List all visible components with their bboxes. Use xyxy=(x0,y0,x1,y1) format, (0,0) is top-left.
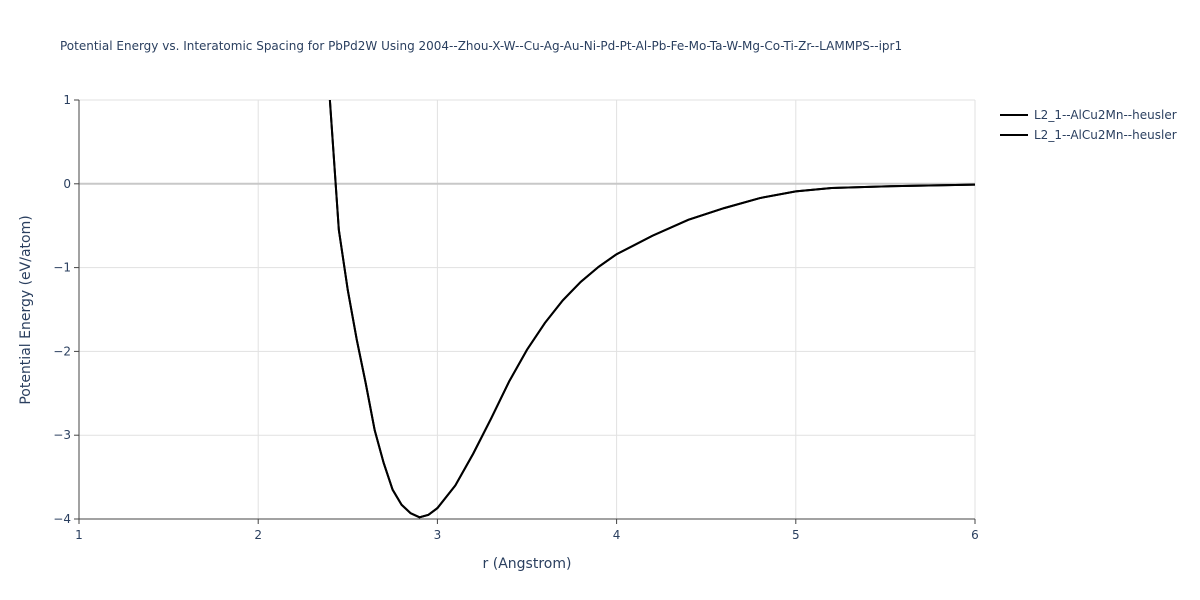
y-tick-label: −3 xyxy=(53,428,71,442)
y-tick-label: −1 xyxy=(53,261,71,275)
x-tick-label: 4 xyxy=(613,528,621,542)
x-tick-label: 6 xyxy=(971,528,979,542)
x-tick-label: 5 xyxy=(792,528,800,542)
chart-title: Potential Energy vs. Interatomic Spacing… xyxy=(60,39,902,53)
y-tick-label: 0 xyxy=(63,177,71,191)
plot-area xyxy=(328,100,975,519)
x-tick-label: 1 xyxy=(75,528,83,542)
y-tick-label: −2 xyxy=(53,344,71,358)
x-tick-label: 2 xyxy=(254,528,262,542)
x-axis-title: r (Angstrom) xyxy=(483,556,572,572)
y-tick-label: −4 xyxy=(53,512,71,526)
legend-label: L2_1--AlCu2Mn--heusler xyxy=(1034,108,1177,122)
legend-label: L2_1--AlCu2Mn--heusler xyxy=(1034,128,1177,142)
line xyxy=(328,100,975,519)
x-tick-label: 3 xyxy=(434,528,442,542)
y-tick-label: 1 xyxy=(63,93,71,107)
line xyxy=(328,100,975,519)
y-axis-title: Potential Energy (eV/atom) xyxy=(18,215,34,404)
